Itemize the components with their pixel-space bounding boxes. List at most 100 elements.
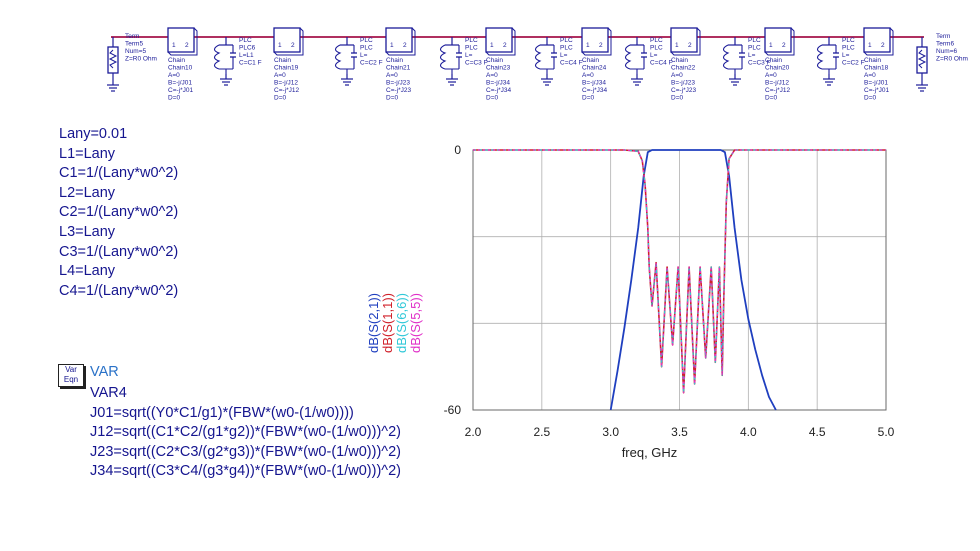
chain-label: Chain24 [582,65,607,72]
term-label: Num=6 [936,48,958,55]
chain-label: D=0 [486,95,498,102]
ground-icon [107,80,119,92]
port-label: 2 [185,42,189,49]
equation-line[interactable]: C3=1/(Lany*w0^2) [59,243,179,260]
plc-label: L=L1 [239,52,254,59]
plc-label: PLC [239,37,252,44]
port-label: 1 [278,42,282,49]
plc-label: C=C2 F [360,60,383,67]
plc-label: L= [842,52,850,59]
chain-label: C=-j*J23 [386,87,411,94]
port-label: 1 [675,42,679,49]
equation-line[interactable]: Lany=0.01 [59,126,128,142]
chain-label: C=-j*J12 [765,87,790,94]
equation-line[interactable]: L1=Lany [59,145,116,162]
x-axis-label: freq, GHz [622,445,678,460]
var-line[interactable]: J12=sqrt((C1*C2/(g1*g2))*(FBW*(w0-(1/w0)… [90,424,401,441]
port-label: 1 [769,42,773,49]
plc-label: PLC6 [239,45,256,52]
equation-list: Lany=0.01 L1=Lany C1=1/(Lany*w0^2) L2=La… [59,125,178,301]
var-icon-bottom: Eqn [63,375,79,384]
chain-label: B=-j/J01 [864,80,888,87]
chain-label: A=0 [671,72,683,79]
ground-icon [341,74,353,86]
chain-label: C=-j*J01 [864,87,889,94]
equation-line[interactable]: C1=1/(Lany*w0^2) [59,165,179,182]
plc-label: PLC [650,45,663,52]
legend-label: dB(S(2,1)) [366,293,381,353]
plot-grid [472,150,887,410]
plc-label: C=C2 F [842,60,865,67]
plc-label: C=C4 F [650,60,673,67]
port-label: 2 [881,42,885,49]
equation-line[interactable]: C2=1/(Lany*w0^2) [59,204,179,221]
x-tick-label: 3.0 [602,425,619,439]
var-eqn-icon[interactable]: Var Eqn [58,364,84,387]
chain-label: B=-j/J23 [386,80,410,87]
equation-line[interactable]: L2=Lany [59,184,116,201]
port-label: 1 [586,42,590,49]
equation-line[interactable]: L4=Lany [59,263,116,280]
term-label: Term5 [125,41,143,48]
var-line[interactable]: VAR4 [90,385,127,401]
chain-label: D=0 [765,95,777,102]
plc-label: PLC [560,37,573,44]
chain-label: Chain23 [486,65,511,72]
chain-label: A=0 [765,72,777,79]
ground-icon [631,74,643,86]
plc-label: L= [465,52,473,59]
plc-label: L= [360,52,368,59]
plc-label: PLC [842,45,855,52]
equation-line[interactable]: C4=1/(Lany*w0^2) [59,282,179,299]
chain-label: C=-j*J34 [486,87,511,94]
var-lines: VAR4 J01=sqrt((Y0*C1/g1)*(FBW*(w0-(1/w0)… [90,384,401,482]
chain-label: B=-j/J23 [671,80,695,87]
plc-label: PLC [748,45,761,52]
equation-line[interactable]: L3=Lany [59,223,116,240]
port-label: 2 [688,42,692,49]
port-label: 2 [599,42,603,49]
x-tick-label: 3.5 [671,425,688,439]
port-label: 1 [490,42,494,49]
chain-label: A=0 [582,72,594,79]
var-line[interactable]: J01=sqrt((Y0*C1/g1)*(FBW*(w0-(1/w0)))) [90,404,354,421]
chain-label: B=-j/J12 [274,80,298,87]
legend-label: dB(S(5,5)) [408,293,423,353]
var-line[interactable]: J23=sqrt((C2*C3/(g2*g3))*(FBW*(w0-(1/w0)… [90,443,401,460]
plc-label: PLC [465,37,478,44]
term-label: Num=5 [125,48,147,55]
var-icon-top: Var [65,365,77,374]
chain-label: A=0 [386,72,398,79]
chain-label: Chain [168,57,185,64]
ground-icon [446,74,458,86]
ground-icon [220,74,232,86]
plc-label: PLC [842,37,855,44]
chain-label: D=0 [671,95,683,102]
port-label: 1 [868,42,872,49]
chain-label: D=0 [864,95,876,102]
plc-label: PLC [360,45,373,52]
chain-label: D=0 [274,95,286,102]
term-label: Z=R0 Ohm [125,56,157,63]
var-title: VAR [90,364,119,380]
x-tick-label: 4.0 [740,425,757,439]
chain-label: C=-j*J12 [274,87,299,94]
s-parameter-plot[interactable]: 2.0 2.5 3.0 3.5 4.0 4.5 5.0 0 -60 freq, GHz dB(S(2… [360,135,900,475]
port-label: 1 [172,42,176,49]
y-tick-label: 0 [454,143,461,157]
var-line[interactable]: J34=sqrt((C3*C4/(g3*g4))*(FBW*(w0-(1/w0)… [90,463,401,480]
plc-label: PLC [360,37,373,44]
plc-label: PLC [560,45,573,52]
chain-label: A=0 [864,72,876,79]
chain-label: Chain [671,57,688,64]
var-equation-block[interactable]: Var Eqn VAR VAR4 J01=sqrt((Y0*C1/g1)*(FB… [58,364,478,494]
chain-label: B=-j/J34 [582,80,606,87]
term-label: Term6 [936,41,954,48]
